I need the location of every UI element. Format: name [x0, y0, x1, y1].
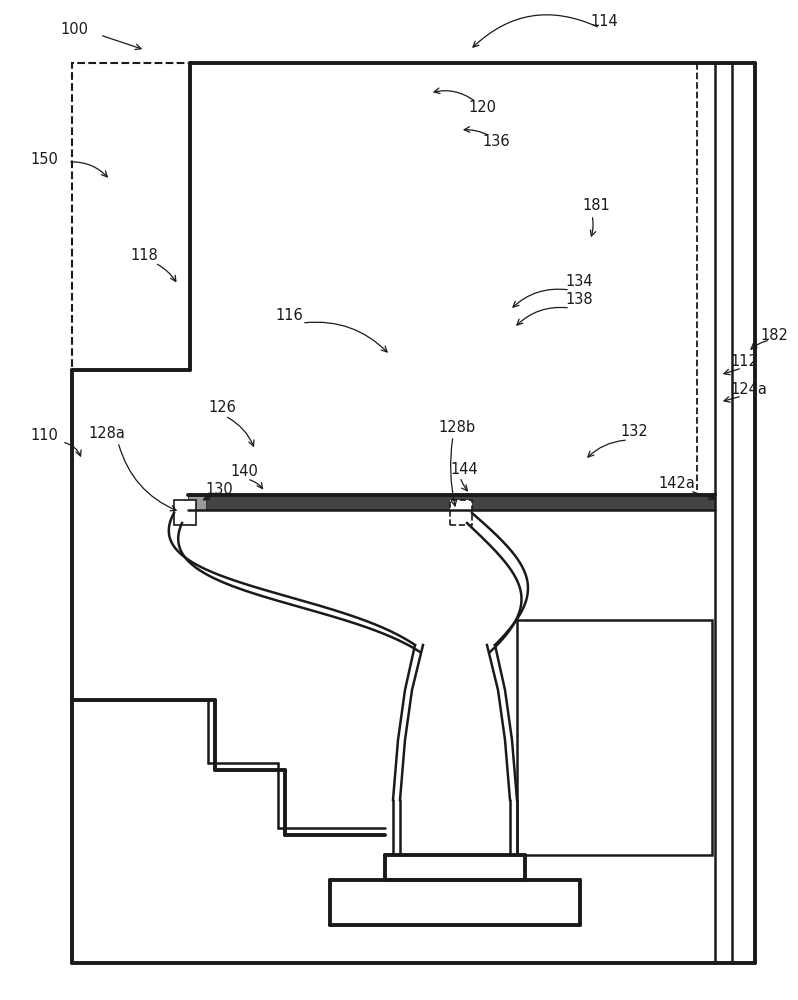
Text: 150: 150	[30, 152, 58, 167]
Text: 116: 116	[275, 308, 302, 322]
Text: 144: 144	[450, 462, 478, 478]
Bar	[188, 495, 206, 510]
Text: 118: 118	[130, 247, 158, 262]
Text: 114: 114	[590, 14, 618, 29]
Bar	[174, 500, 196, 525]
Text: 132: 132	[620, 424, 648, 440]
Text: 112: 112	[730, 355, 758, 369]
Text: 128b: 128b	[438, 420, 475, 436]
Text: 124a: 124a	[730, 382, 767, 397]
Text: 110: 110	[30, 428, 58, 442]
Text: 134: 134	[565, 274, 593, 290]
Bar	[517, 620, 712, 855]
Text: 138: 138	[565, 292, 593, 308]
Bar	[450, 500, 472, 525]
Text: 128a: 128a	[88, 426, 124, 442]
Text: 126: 126	[208, 400, 236, 416]
Text: 136: 136	[482, 134, 510, 149]
Text: 120: 120	[468, 100, 496, 114]
Text: 181: 181	[582, 198, 610, 213]
Text: 130: 130	[205, 482, 233, 496]
Text: 140: 140	[230, 464, 258, 480]
Text: 100: 100	[60, 22, 88, 37]
Text: 182: 182	[760, 328, 788, 342]
Bar	[206, 495, 715, 510]
Text: 142a: 142a	[658, 477, 695, 491]
